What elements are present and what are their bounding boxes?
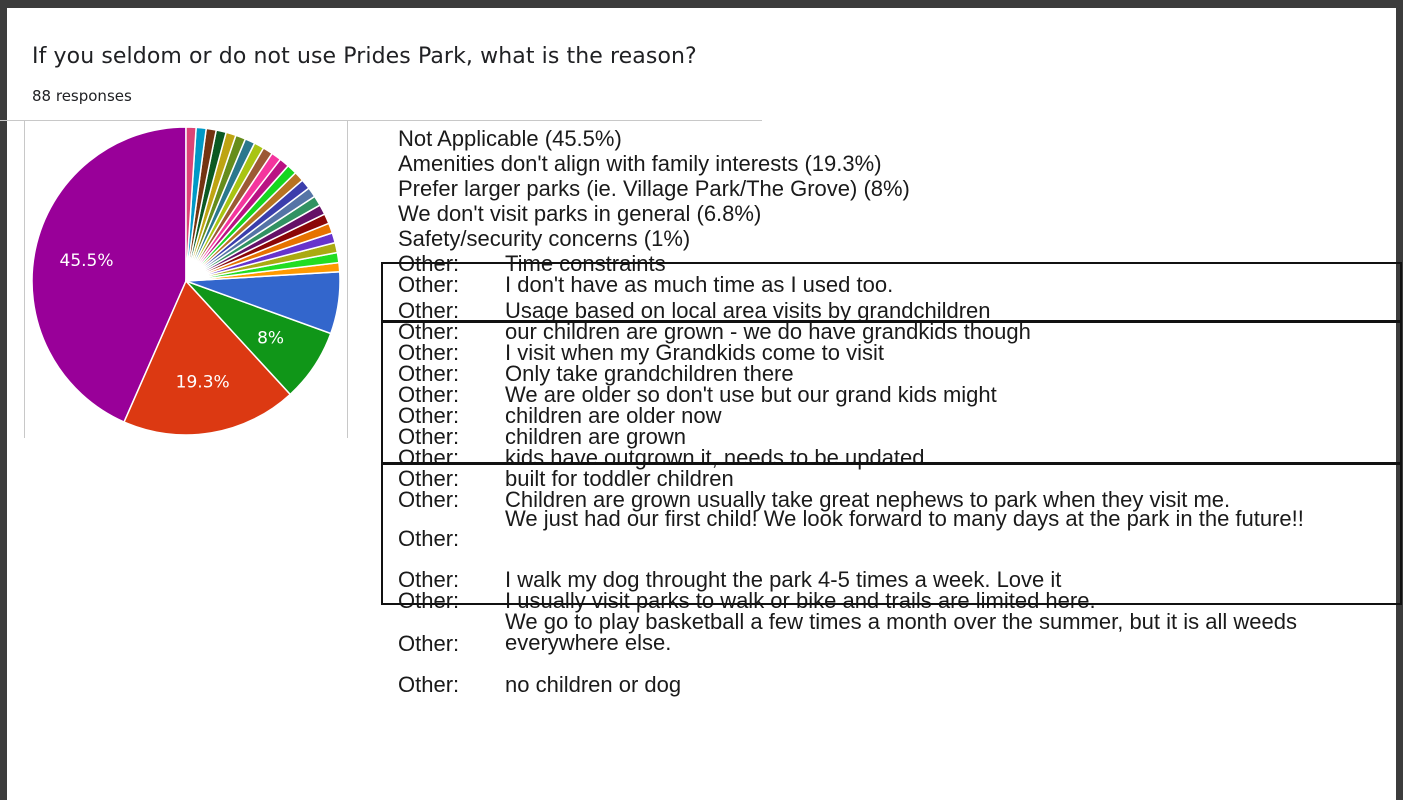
legend-other-item: Children are grown usually take great ne… bbox=[505, 487, 1231, 512]
legend-other-label: Other: bbox=[398, 319, 460, 344]
legend-other-item: Usage based on local area visits by gran… bbox=[505, 298, 991, 323]
legend-other-label: Other: bbox=[398, 526, 460, 551]
legend-other-label: Other: bbox=[398, 466, 460, 491]
legend-other-label: Other: bbox=[398, 567, 460, 592]
legend-other-item: built for toddler children bbox=[505, 466, 734, 491]
legend-item: Not Applicable (45.5%) bbox=[398, 126, 622, 151]
legend-item: We don't visit parks in general (6.8%) bbox=[398, 201, 762, 226]
pie-slice-26 bbox=[185, 126, 197, 282]
legend-other-label: Other: bbox=[398, 382, 460, 407]
legend-other-label: Other: bbox=[398, 403, 460, 428]
pie-label-1: 19.3% bbox=[176, 372, 230, 392]
pie-slice-1 bbox=[123, 279, 292, 436]
legend-other-label: Other: bbox=[398, 588, 460, 613]
legend-other-label: Other: bbox=[398, 631, 460, 656]
chart-title: If you seldom or do not use Prides Park,… bbox=[32, 44, 697, 69]
legend-other-item: We just had our first child! We look for… bbox=[505, 506, 1304, 531]
legend-other-label: Other: bbox=[398, 272, 460, 297]
legend-item: Prefer larger parks (ie. Village Park/Th… bbox=[398, 176, 910, 201]
legend-other-item: no children or dog bbox=[505, 672, 682, 697]
legend-other-item: children are grown bbox=[505, 424, 686, 449]
legend-other-item: I don't have as much time as I used too. bbox=[505, 272, 894, 297]
legend-other-item: I usually visit parks to walk or bike an… bbox=[505, 588, 1096, 613]
group-box-0 bbox=[381, 262, 1402, 322]
legend-other-label: Other: bbox=[398, 487, 460, 512]
legend-other-item: our children are grown - we do have gran… bbox=[505, 319, 1031, 344]
legend-other-item: I visit when my Grandkids come to visit bbox=[505, 340, 885, 365]
legend-item: Safety/security concerns (1%) bbox=[398, 226, 691, 251]
card-divider bbox=[0, 120, 347, 121]
group-box-2 bbox=[381, 463, 1402, 605]
group-box-1 bbox=[381, 321, 1402, 464]
legend-other-label: Other: bbox=[398, 340, 460, 365]
pie-slice-0 bbox=[31, 126, 187, 423]
legend-other-item: I walk my dog throught the park 4-5 time… bbox=[505, 567, 1062, 592]
pie-label-2: 8% bbox=[257, 328, 284, 348]
pie-panel-right-border bbox=[347, 120, 348, 438]
legend-item: Amenities don't align with family intere… bbox=[398, 151, 882, 176]
pie-label-0: 45.5% bbox=[60, 251, 114, 271]
legend-other-label: Other: bbox=[398, 424, 460, 449]
legend-divider bbox=[347, 120, 762, 121]
legend-other-label: Other: bbox=[398, 361, 460, 386]
legend-other-item: We go to play basketball a few times a m… bbox=[505, 609, 1297, 655]
legend-other-label: Other: bbox=[398, 672, 460, 697]
legend-other-item: Only take grandchildren there bbox=[505, 361, 794, 386]
response-count: 88 responses bbox=[32, 87, 132, 105]
pie-panel-left-border bbox=[24, 120, 25, 438]
legend-other-item: We are older so don't use but our grand … bbox=[505, 382, 997, 407]
legend-other-item: children are older now bbox=[505, 403, 722, 428]
legend-other-label: Other: bbox=[398, 298, 460, 323]
